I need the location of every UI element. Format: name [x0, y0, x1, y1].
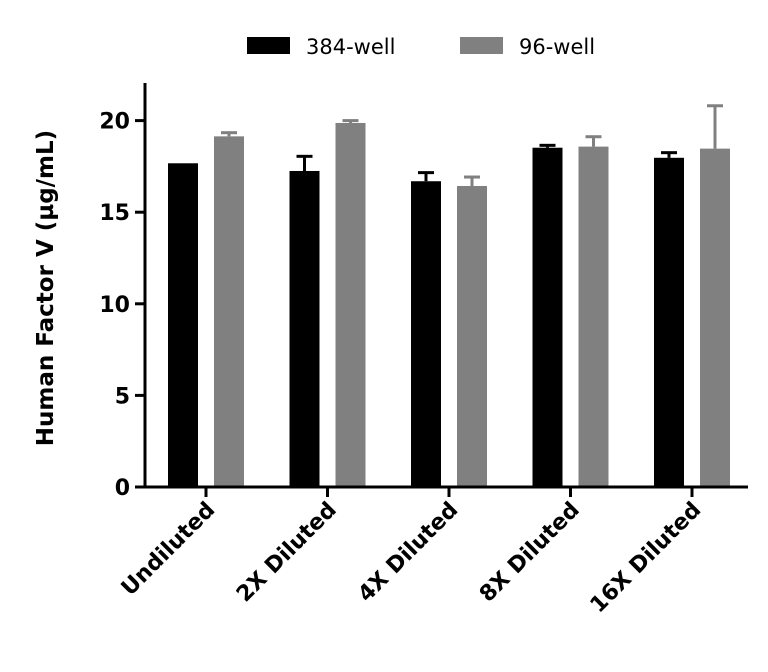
bar-96-well-undiluted: [214, 136, 244, 487]
y-tick-label: 5: [115, 384, 130, 409]
legend-swatch-384-well: [247, 37, 290, 54]
y-tick-label: 20: [99, 110, 130, 135]
bar-384-well-4x-diluted: [411, 181, 441, 487]
bar-384-well-undiluted: [168, 163, 198, 488]
y-tick-label: 0: [115, 476, 130, 501]
bar-96-well-16x-diluted: [700, 148, 730, 488]
x-tick-label: 16X Diluted: [586, 498, 707, 619]
bar-384-well-16x-diluted: [654, 157, 684, 487]
legend-swatch-96-well: [460, 37, 503, 54]
y-tick-label: 10: [99, 293, 130, 318]
bar-96-well-2x-diluted: [335, 122, 366, 487]
x-tick-label: 4X Diluted: [354, 498, 464, 608]
bar-384-well-8x-diluted: [532, 147, 563, 487]
legend: 384-well 96-well: [247, 35, 595, 59]
x-tick-label: Undiluted: [117, 498, 220, 601]
x-tick-label: 2X Diluted: [232, 498, 342, 608]
bar-384-well-2x-diluted: [289, 170, 320, 488]
bar-96-well-4x-diluted: [457, 186, 487, 488]
x-tick-label: 8X Diluted: [475, 498, 585, 608]
bar-96-well-8x-diluted: [578, 146, 609, 488]
y-axis-label: Human Factor V (µg/mL): [33, 130, 59, 446]
legend-label-384-well: 384-well: [306, 35, 395, 59]
y-tick-label: 15: [99, 201, 130, 226]
legend-label-96-well: 96-well: [519, 35, 595, 59]
